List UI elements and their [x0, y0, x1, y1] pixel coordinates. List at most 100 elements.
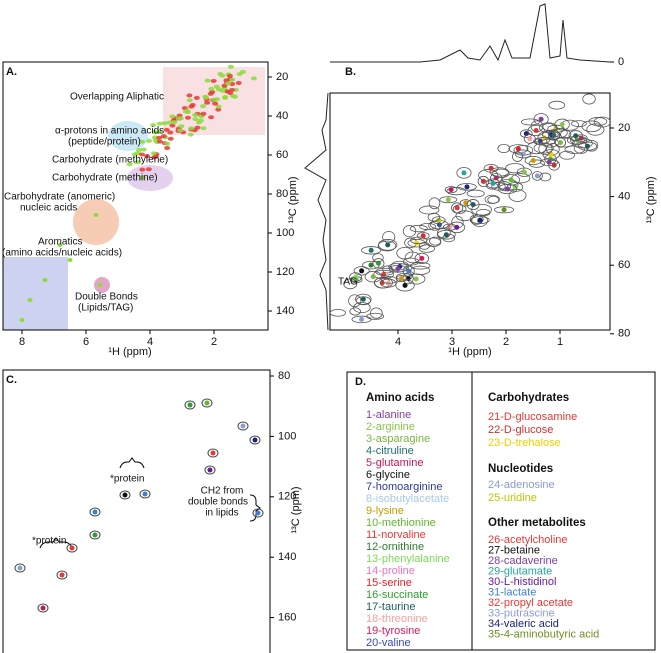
annotation: Overlapping Aliphatic — [70, 92, 164, 103]
contour — [69, 545, 75, 551]
contour — [454, 205, 460, 211]
legend-item: 17-taurine — [366, 601, 416, 613]
legend-item: 23-D-trehalose — [488, 437, 561, 449]
legend-item: 30-L-histidinol — [488, 576, 556, 588]
contour — [477, 217, 483, 223]
contour — [448, 187, 454, 193]
contour — [250, 76, 257, 81]
legend-item: 32-propyl acetate — [488, 597, 573, 609]
legend-item: 9-lysine — [366, 505, 404, 517]
contour — [349, 272, 362, 282]
contour — [428, 197, 441, 210]
contour — [505, 186, 511, 192]
contour — [372, 258, 385, 269]
contour — [396, 246, 414, 260]
y-tick-label: 100 — [278, 430, 296, 442]
contour — [470, 216, 490, 225]
contour — [355, 293, 372, 305]
legend-item: 16-succinate — [366, 589, 428, 601]
annotation: (Lipids/TAG) — [78, 303, 133, 314]
contour — [375, 267, 395, 276]
y-tick-label: 100 — [276, 227, 294, 239]
contour — [184, 115, 191, 120]
contour — [586, 123, 605, 136]
contour — [40, 605, 46, 611]
contour — [207, 91, 214, 96]
contour — [227, 64, 234, 69]
contour — [416, 232, 430, 240]
contour — [497, 143, 511, 154]
contour — [200, 111, 207, 116]
y-tick-label: 140 — [278, 551, 296, 563]
contour — [419, 205, 440, 215]
contour — [215, 104, 222, 109]
contour — [224, 89, 231, 94]
contour — [514, 149, 532, 159]
contour — [37, 603, 49, 613]
contour — [439, 196, 458, 204]
legend-item: 26-acetylcholine — [488, 534, 568, 546]
spectrum-contours — [14, 64, 611, 613]
contour — [252, 508, 264, 518]
contour — [146, 138, 153, 143]
legend-item: 18-threonine — [366, 613, 428, 625]
contour — [419, 255, 425, 261]
contour — [490, 180, 496, 186]
legend-item: 34-valeric acid — [488, 618, 559, 630]
contour — [414, 240, 420, 246]
contour — [395, 273, 413, 281]
contour — [574, 134, 588, 143]
legend-item: 10-methionine — [366, 517, 436, 529]
contour — [186, 98, 193, 103]
contour — [57, 243, 63, 247]
contour — [593, 116, 611, 128]
contour — [382, 265, 393, 274]
contour — [366, 312, 385, 320]
contour — [526, 141, 547, 155]
contour — [166, 120, 173, 125]
contour — [432, 216, 446, 225]
panel-label: D. — [355, 376, 366, 388]
contour — [169, 114, 176, 119]
contour — [163, 127, 170, 132]
contour — [145, 167, 152, 172]
contour — [56, 570, 68, 580]
legend-item: 24-adenosine — [488, 479, 555, 491]
contour — [572, 138, 593, 149]
panel-label: C. — [6, 374, 17, 386]
contour — [193, 95, 200, 100]
annotation: *protein — [110, 474, 144, 485]
contour — [478, 169, 499, 182]
x-axis-title: ¹H (ppm) — [448, 346, 491, 358]
contour — [228, 87, 235, 92]
contour — [548, 100, 566, 110]
contour — [189, 103, 196, 108]
contour — [533, 113, 549, 126]
annotation: in lipids — [205, 508, 238, 519]
contour — [546, 159, 552, 165]
contour — [204, 400, 210, 406]
y-axis-title: ¹³C (ppm) — [645, 176, 657, 223]
contour — [538, 142, 553, 156]
y-tick-label: 80 — [276, 188, 288, 200]
contour — [370, 307, 383, 319]
y-tick-label: 120 — [276, 266, 294, 278]
contour — [516, 167, 532, 177]
contour — [252, 437, 258, 443]
contour — [236, 71, 243, 76]
contour — [204, 100, 211, 105]
contour — [229, 77, 236, 82]
contour — [508, 144, 529, 154]
contour — [501, 207, 507, 213]
contour — [436, 217, 442, 223]
y-tick-label: 80 — [618, 328, 630, 340]
legend-item: 8-isobutylacetate — [366, 493, 449, 505]
contour — [521, 169, 527, 175]
y-tick-label: 40 — [276, 110, 288, 122]
annotation: TAG — [338, 277, 358, 288]
contour — [402, 282, 408, 288]
contour — [139, 489, 151, 499]
annotation: α-protons in amino acids — [55, 126, 164, 137]
contour — [402, 265, 415, 277]
contour — [457, 183, 477, 191]
